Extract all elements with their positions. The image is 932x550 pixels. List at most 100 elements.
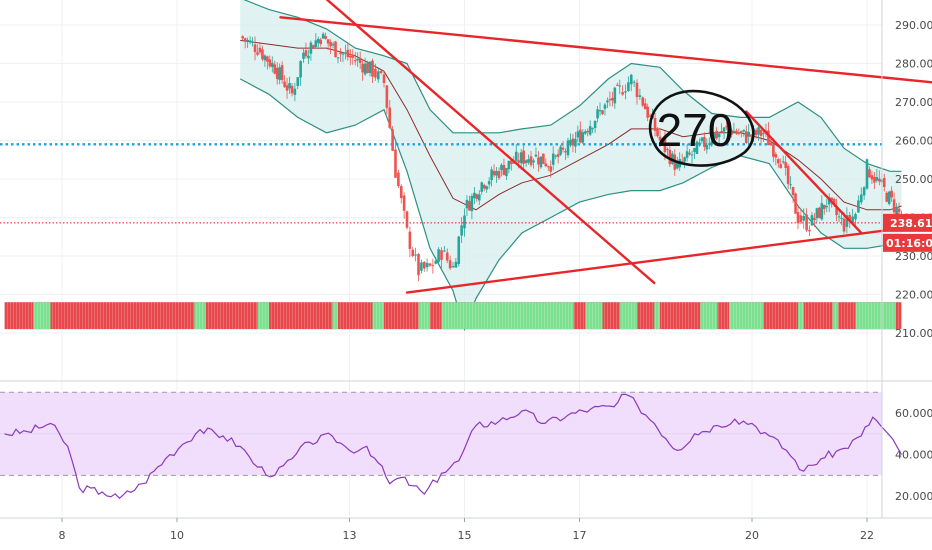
volume-segment-up xyxy=(619,302,637,330)
candle-down xyxy=(366,63,369,74)
candle-up xyxy=(742,129,746,132)
candle-up xyxy=(376,71,380,80)
candle-down xyxy=(808,229,811,232)
candle-up xyxy=(576,131,580,138)
trendline-upper[interactable] xyxy=(279,16,932,104)
candle-down xyxy=(361,63,364,73)
candle-up xyxy=(857,200,860,213)
candle-up xyxy=(569,139,572,146)
time-tick-label: 20 xyxy=(745,529,759,542)
candle-up xyxy=(293,88,297,95)
candle-down xyxy=(371,60,374,77)
candle-up xyxy=(554,155,557,157)
candle-down xyxy=(431,265,435,267)
candle-up xyxy=(495,170,498,176)
candle-up xyxy=(321,33,325,39)
bollinger-lower-line xyxy=(239,78,902,332)
candle-up xyxy=(693,148,696,152)
candle-up xyxy=(299,61,302,78)
candle-up xyxy=(747,132,751,137)
candle-down xyxy=(643,103,647,110)
candle-up xyxy=(454,261,458,268)
candle-down xyxy=(608,99,612,101)
candle-up xyxy=(732,130,736,133)
candle-up xyxy=(865,159,869,189)
candle-down xyxy=(774,154,778,158)
candle-up xyxy=(710,141,714,145)
candle-up xyxy=(627,82,630,92)
candle-down xyxy=(571,138,575,146)
candle-down xyxy=(374,68,377,78)
candle-down xyxy=(253,44,257,53)
candle-down xyxy=(878,178,881,182)
candle-down xyxy=(615,84,619,86)
candle-down xyxy=(243,38,247,41)
candle-down xyxy=(482,184,486,189)
volume-segment-up xyxy=(832,302,839,330)
volume-segment-up xyxy=(654,302,660,330)
current-price-label: 238.61 xyxy=(890,217,932,230)
candle-up xyxy=(781,161,785,163)
candle-down xyxy=(786,165,790,184)
annotation-circle xyxy=(648,89,755,167)
candle-down xyxy=(646,106,649,118)
candle-down xyxy=(408,231,412,249)
candle-down xyxy=(835,206,838,216)
candle-up xyxy=(566,140,570,156)
candle-up xyxy=(862,187,866,196)
candle-down xyxy=(759,130,763,136)
candle-down xyxy=(358,58,362,63)
candle-down xyxy=(720,131,723,133)
candle-up xyxy=(675,162,679,169)
candle-down xyxy=(394,149,397,178)
trendline-steep-down-1[interactable] xyxy=(321,0,656,285)
candle-down xyxy=(334,41,337,58)
candle-down xyxy=(379,70,383,74)
candle-down xyxy=(818,207,821,218)
candle-up xyxy=(473,192,476,199)
candle-up xyxy=(500,164,503,171)
candle-down xyxy=(776,159,780,164)
candle-up xyxy=(477,194,481,201)
volume-segment-up xyxy=(441,302,488,330)
rsi-tick-label: 40.0000 xyxy=(895,449,932,462)
candle-down xyxy=(273,64,277,74)
candle-up xyxy=(296,77,300,87)
candle-up xyxy=(248,40,252,43)
candle-up xyxy=(588,126,592,135)
candle-up xyxy=(613,87,617,104)
candle-down xyxy=(556,154,560,157)
candle-down xyxy=(735,130,738,134)
candle-down xyxy=(349,55,352,58)
candle-up xyxy=(302,52,305,59)
candle-up xyxy=(596,109,599,119)
candle-down xyxy=(668,149,672,165)
candle-down xyxy=(830,197,833,201)
hand-drawn-annotation: 270 xyxy=(648,89,755,167)
rsi-tick-label: 60.0000 xyxy=(895,407,932,420)
candle-down xyxy=(448,260,452,269)
candle-up xyxy=(574,138,577,147)
candle-down xyxy=(653,118,657,131)
candle-down xyxy=(285,85,289,91)
time-tick-label: 8 xyxy=(59,529,66,542)
current-price-tag: 238.61 xyxy=(883,213,932,232)
volume-segment-up xyxy=(33,302,51,330)
candle-up xyxy=(465,199,469,209)
rsi-pane[interactable] xyxy=(0,391,903,500)
candle-down xyxy=(870,175,874,180)
candle-up xyxy=(722,127,726,132)
candle-down xyxy=(388,107,392,128)
candle-up xyxy=(463,215,466,229)
trendline-lower[interactable] xyxy=(405,192,932,294)
volume-segment-up xyxy=(700,302,718,330)
time-tick-label: 15 xyxy=(458,529,472,542)
candle-up xyxy=(825,206,829,208)
volume-segment-up xyxy=(257,302,269,330)
price-tick-label: 260.00 xyxy=(895,135,932,148)
price-pane[interactable] xyxy=(0,0,932,332)
candle-down xyxy=(897,208,901,213)
trendline-steep-down-2[interactable] xyxy=(745,110,863,235)
